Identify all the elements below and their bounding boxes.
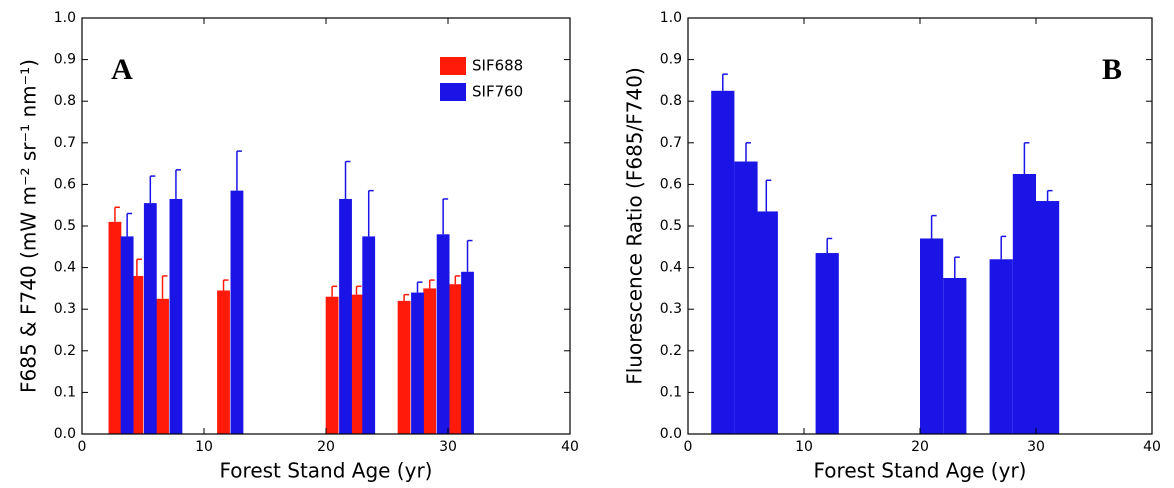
x-tick-label: 20: [911, 439, 929, 455]
error-bar: [403, 293, 410, 301]
y-tick-label: 0.4: [54, 260, 76, 276]
error-bar: [149, 175, 156, 204]
y-axis-label: F685 & F740 (mW m⁻² sr⁻¹ nm⁻¹): [17, 59, 41, 393]
y-tick-label: 0.7: [54, 135, 76, 151]
error-bar: [331, 285, 338, 297]
y-tick-label: 0.0: [660, 426, 682, 442]
error-bar: [765, 179, 772, 212]
x-tick-label: 0: [684, 439, 693, 455]
bar: [711, 90, 735, 435]
y-tick-label: 0.3: [54, 301, 76, 317]
x-tick-label: 0: [78, 439, 87, 455]
y-tick-label: 0.9: [54, 52, 76, 68]
y-axis-label: Fluorescence Ratio (F685/F740): [623, 67, 647, 385]
y-tick-label: 1.0: [660, 10, 682, 26]
error-bar: [930, 214, 937, 239]
x-tick-label: 10: [195, 439, 213, 455]
y-tick-label: 0.7: [660, 135, 682, 151]
legend-swatch: [440, 57, 466, 75]
panel: 0.0 0.1 0.2 0.3 0.4 0.5 0.6 0.7 0.8 0.9 1.0 0 10 20 30…: [623, 10, 1161, 483]
bar: [411, 292, 424, 434]
x-axis-label: Forest Stand Age (yr): [814, 459, 1027, 483]
bar: [423, 288, 437, 434]
y-tick-label: 0.1: [660, 384, 682, 400]
bar: [1036, 201, 1060, 434]
bar: [350, 294, 363, 434]
legend-label: SIF688: [472, 57, 523, 75]
y-tick-label: 0.1: [54, 384, 76, 400]
error-bar: [161, 275, 168, 299]
error-bar: [466, 239, 473, 272]
error-bar: [136, 258, 142, 276]
y-tick-label: 1.0: [54, 10, 76, 26]
legend-swatch: [440, 83, 466, 101]
bar: [436, 234, 450, 434]
bar: [217, 290, 230, 434]
bar: [989, 259, 1013, 434]
bar: [734, 161, 758, 434]
error-bar: [428, 279, 435, 289]
bar: [230, 190, 244, 434]
panel: 0.0 0.1 0.2 0.3 0.4 0.5 0.6 0.7 0.8 0.9 1.0 0 10 20 30…: [17, 10, 579, 483]
bar: [362, 236, 376, 434]
x-tick-label: 40: [1143, 439, 1161, 455]
error-bar: [954, 256, 960, 278]
bar: [920, 238, 944, 434]
legend-label: SIF760: [472, 83, 523, 101]
bar: [397, 300, 411, 434]
y-tick-label: 0.8: [660, 93, 682, 109]
y-tick-label: 0.6: [660, 176, 682, 192]
y-tick-label: 0.8: [54, 93, 76, 109]
error-bar: [722, 73, 728, 91]
x-axis-label: Forest Stand Age (yr): [220, 459, 433, 483]
x-tick-label: 20: [317, 439, 335, 455]
y-tick-label: 0.3: [660, 301, 682, 317]
bar: [815, 253, 839, 434]
error-bar: [175, 169, 181, 199]
error-bar: [114, 206, 120, 222]
x-tick-label: 30: [1027, 439, 1045, 455]
panel-label: A: [111, 53, 133, 86]
y-tick-label: 0.0: [54, 426, 76, 442]
error-bar: [1046, 189, 1053, 202]
error-bar: [236, 150, 242, 191]
bar: [754, 211, 778, 434]
error-bar: [826, 237, 833, 254]
bar: [325, 296, 339, 434]
bar: [143, 203, 157, 434]
error-bar: [222, 279, 229, 291]
y-tick-label: 0.4: [660, 260, 682, 276]
bar: [1012, 174, 1036, 434]
y-tick-label: 0.9: [660, 52, 682, 68]
y-tick-label: 0.2: [660, 343, 682, 359]
bar: [120, 236, 134, 434]
x-tick-label: 40: [561, 439, 579, 455]
y-tick-label: 0.5: [54, 218, 76, 234]
y-tick-label: 0.6: [54, 176, 76, 192]
error-bar: [355, 285, 362, 295]
error-bar: [442, 198, 449, 235]
y-tick-label: 0.5: [660, 218, 682, 234]
y-tick-label: 0.2: [54, 343, 76, 359]
bar: [339, 198, 352, 434]
bar: [448, 284, 462, 434]
error-bar: [416, 281, 423, 293]
error-bar: [1000, 235, 1007, 260]
bar: [108, 221, 122, 434]
error-bar: [454, 275, 461, 285]
error-bar: [1023, 142, 1030, 174]
panel-label: B: [1102, 53, 1122, 86]
bar: [461, 271, 474, 434]
error-bar: [126, 212, 133, 237]
error-bar: [367, 189, 374, 237]
bar: [169, 198, 183, 434]
bar: [156, 298, 169, 434]
x-tick-label: 30: [439, 439, 457, 455]
bar: [130, 275, 144, 434]
x-tick-label: 10: [795, 439, 813, 455]
error-bar: [745, 142, 751, 162]
error-bar: [344, 160, 351, 199]
bar: [943, 278, 967, 434]
